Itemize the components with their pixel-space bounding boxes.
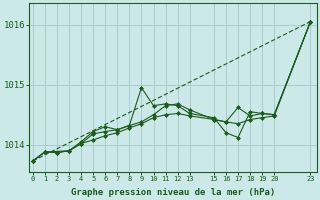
X-axis label: Graphe pression niveau de la mer (hPa): Graphe pression niveau de la mer (hPa)	[71, 188, 275, 197]
